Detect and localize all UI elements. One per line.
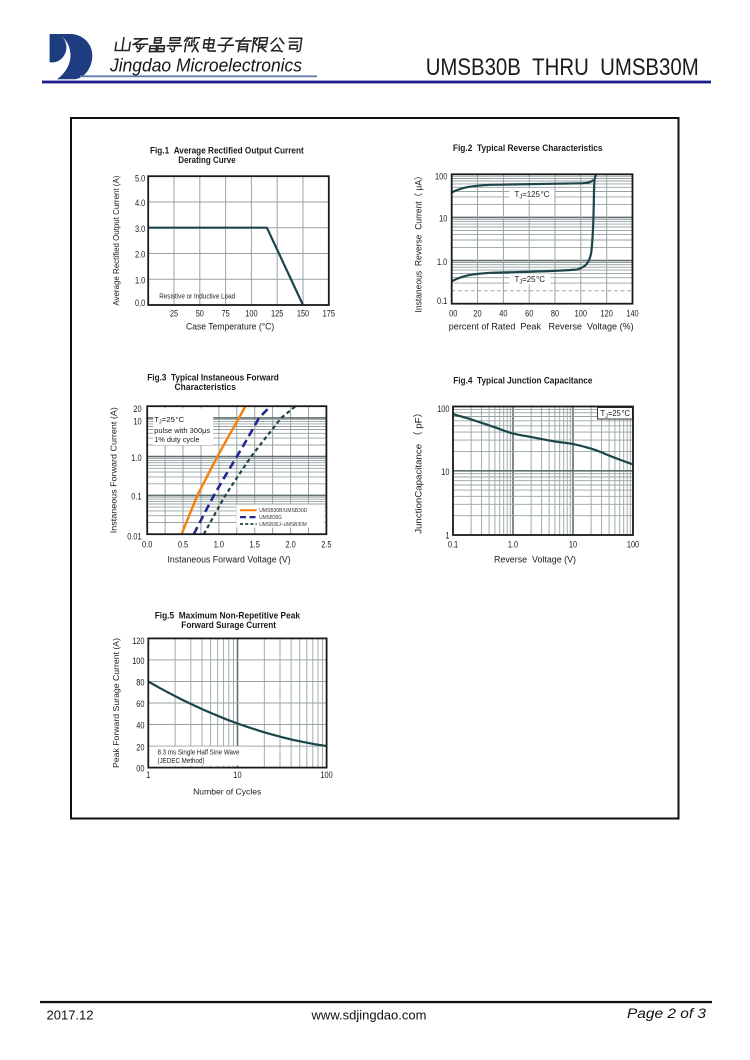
svg-text:0.1: 0.1 [131,492,141,502]
svg-text:100: 100 [320,770,332,780]
svg-text:Fig.1 Average Rectified Outpu: Fig.1 Average Rectified Output Current [150,146,304,156]
svg-text:Instaneous Forward Current (A): Instaneous Forward Current (A) [110,407,119,533]
svg-text:120: 120 [601,309,613,319]
svg-text:150: 150 [297,309,309,319]
svg-text:Instaneous Forward Voltage (V): Instaneous Forward Voltage (V) [168,554,291,564]
svg-text:Fig.2 Typical Reverse Charact: Fig.2 Typical Reverse Characteristics [453,143,603,153]
svg-text:(JEDEC Method): (JEDEC Method) [158,758,205,765]
svg-text:pulse with 300μs: pulse with 300μs [154,426,210,435]
svg-text:0.01: 0.01 [127,532,141,542]
svg-text:UMSB30G: UMSB30G [259,515,282,521]
svg-text:00: 00 [449,309,457,319]
svg-text:20: 20 [133,404,141,414]
svg-text:Derating Curve: Derating Curve [178,155,235,165]
svg-text:1.0: 1.0 [214,540,224,550]
svg-text:Average Rectified Output Curre: Average Rectified Output Current (A) [112,175,121,305]
svg-text:60: 60 [136,699,144,709]
svg-text:0.0: 0.0 [142,540,152,550]
svg-text:TJ=25 °C: TJ=25 °C [515,274,546,286]
svg-text:10: 10 [133,416,141,426]
svg-text:80: 80 [136,678,144,688]
svg-text:4.0: 4.0 [135,198,145,208]
svg-text:Page 2 of 3: Page 2 of 3 [627,1006,707,1021]
svg-text:TJ=25 °C: TJ=25 °C [601,408,631,420]
svg-text:Forward Surage Current: Forward Surage Current [181,620,276,630]
svg-text:2.0: 2.0 [285,540,295,550]
svg-text:120: 120 [132,636,144,646]
svg-text:Fig.4 Typical Junction Capaci: Fig.4 Typical Junction Capacitance [453,376,592,386]
svg-text:10: 10 [441,467,449,477]
svg-text:10: 10 [233,770,241,780]
svg-text:175: 175 [323,309,335,319]
svg-text:UMSB30J–UMSB30M: UMSB30J–UMSB30M [259,522,306,528]
svg-text:Jingdao Microelectronics: Jingdao Microelectronics [109,55,302,76]
svg-text:1.0: 1.0 [135,275,145,285]
svg-text:100: 100 [575,309,587,319]
svg-text:TJ=25 °C: TJ=25 °C [154,415,185,426]
svg-text:100: 100 [245,309,257,319]
svg-text:JunctionCapacitance （ pF）: JunctionCapacitance （ pF） [413,408,424,534]
svg-text:0.1: 0.1 [448,540,458,550]
svg-text:40: 40 [136,721,144,731]
svg-text:Reverse Voltage (V): Reverse Voltage (V) [494,554,576,564]
svg-text:Characteristics: Characteristics [175,382,237,392]
svg-text:Instaneous Reverse Current（: Instaneous Reverse Current（ μA） [414,172,424,313]
svg-text:10: 10 [569,540,577,550]
svg-text:125: 125 [271,309,283,319]
svg-text:percent of Rated Peak Rever: percent of Rated Peak Reverse Voltage (%… [449,322,634,332]
svg-text:Fig.3 Typical Instaneous Forw: Fig.3 Typical Instaneous Forward [147,372,278,382]
svg-text:1: 1 [146,770,150,780]
svg-text:1% duty cycle: 1% duty cycle [154,435,199,444]
svg-text:Resistive or Inductive Load: Resistive or Inductive Load [159,291,235,300]
svg-text:TJ=125 °C: TJ=125 °C [515,189,550,201]
svg-text:1: 1 [445,530,449,540]
svg-text:5.0: 5.0 [135,174,145,184]
svg-text:Peak Forward Surage Current (A: Peak Forward Surage Current (A) [112,638,121,768]
svg-text:Number of Cycles: Number of Cycles [193,787,261,797]
svg-text:0.1: 0.1 [437,296,447,306]
svg-text:2.0: 2.0 [135,250,145,260]
svg-text:75: 75 [222,309,230,319]
svg-text:UMSB30B THRU UMSB30M: UMSB30B THRU UMSB30M [426,54,699,81]
svg-text:1.0: 1.0 [508,540,518,550]
svg-text:Fig.5 Maximum Non-Repetitive: Fig.5 Maximum Non-Repetitive Peak [155,611,300,621]
svg-text:140: 140 [626,309,638,319]
svg-text:Case Temperature (°C): Case Temperature (°C) [186,322,274,332]
svg-text:0.0: 0.0 [135,298,145,308]
svg-text:1.0: 1.0 [131,453,141,463]
svg-text:UMSB30B/UMSB30D: UMSB30B/UMSB30D [259,508,307,514]
svg-text:100: 100 [437,404,449,414]
svg-text:2017.12: 2017.12 [47,1008,94,1023]
svg-text:10: 10 [439,214,447,224]
svg-text:100: 100 [435,172,447,182]
svg-text:40: 40 [499,309,507,319]
svg-text:20: 20 [473,309,481,319]
svg-text:100: 100 [132,656,144,666]
svg-text:25: 25 [170,309,178,319]
svg-text:www.sdjingdao.com: www.sdjingdao.com [311,1007,427,1022]
svg-text:3.0: 3.0 [135,224,145,234]
svg-text:1.0: 1.0 [437,257,447,267]
svg-text:00: 00 [136,764,144,774]
svg-text:100: 100 [627,540,639,550]
svg-text:8.3 ms Single Half Sine Wave: 8.3 ms Single Half Sine Wave [158,749,240,756]
svg-text:20: 20 [136,742,144,752]
svg-text:50: 50 [196,309,204,319]
svg-text:0.5: 0.5 [178,540,188,550]
svg-text:60: 60 [525,309,533,319]
svg-text:80: 80 [551,309,559,319]
svg-text:1.5: 1.5 [250,540,260,550]
svg-text:2.5: 2.5 [321,540,331,550]
